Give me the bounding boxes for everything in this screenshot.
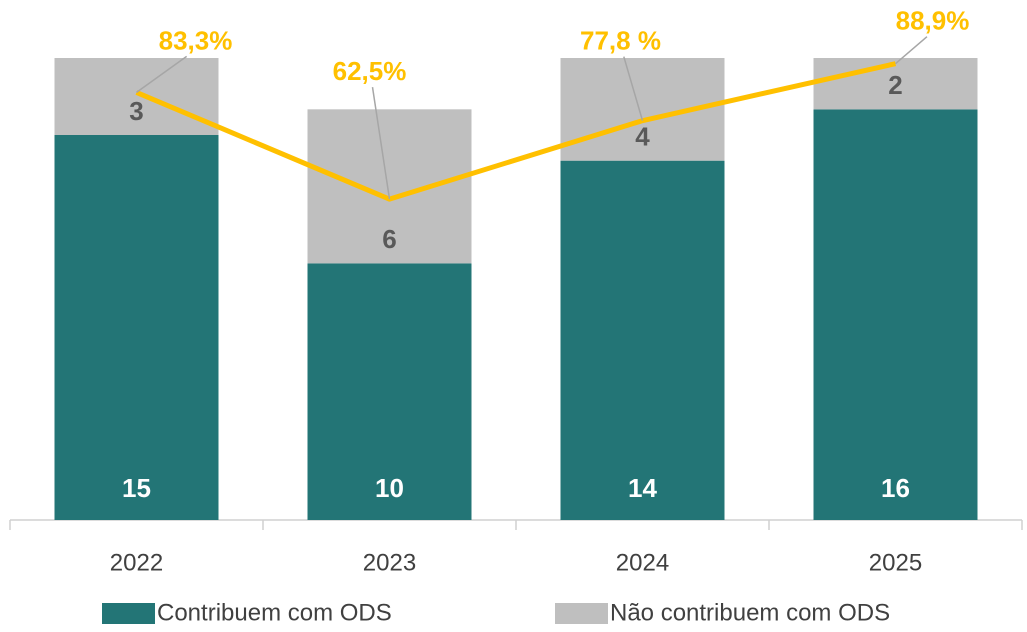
x-tick-label: 2025: [869, 549, 922, 576]
line-label: 77,8 %: [580, 26, 661, 56]
bar-segment: [307, 109, 472, 264]
bar-segment: [813, 109, 978, 520]
bar-label: 14: [628, 473, 657, 503]
bar-label: 6: [382, 224, 396, 254]
line-label: 83,3%: [159, 25, 233, 55]
line-label: 62,5%: [333, 56, 407, 86]
bar-label: 3: [129, 96, 143, 126]
x-tick-label: 2023: [363, 549, 416, 576]
bar-segment: [54, 135, 219, 520]
leader-line: [371, 87, 391, 200]
legend-label: Contribuem com ODS: [157, 599, 392, 626]
legend-label: Não contribuem com ODS: [610, 599, 890, 626]
bar-label: 2: [888, 70, 902, 100]
bar-label: 10: [375, 473, 404, 503]
bar-label: 16: [881, 473, 910, 503]
bar-segment: [813, 58, 978, 110]
bar-segment: [54, 58, 219, 135]
x-tick-label: 2024: [616, 549, 669, 576]
bar-label: 15: [122, 473, 151, 503]
line-label: 88,9%: [896, 6, 970, 36]
bar-segment: [307, 263, 472, 520]
leader-line: [895, 36, 928, 65]
leader-line: [136, 55, 188, 94]
legend-swatch: [102, 603, 155, 624]
bar-label: 4: [635, 122, 650, 152]
x-tick-label: 2022: [110, 549, 163, 576]
legend-swatch: [555, 603, 608, 624]
bar-segment: [560, 160, 725, 520]
line: [135, 61, 897, 202]
leader-line: [623, 56, 644, 121]
